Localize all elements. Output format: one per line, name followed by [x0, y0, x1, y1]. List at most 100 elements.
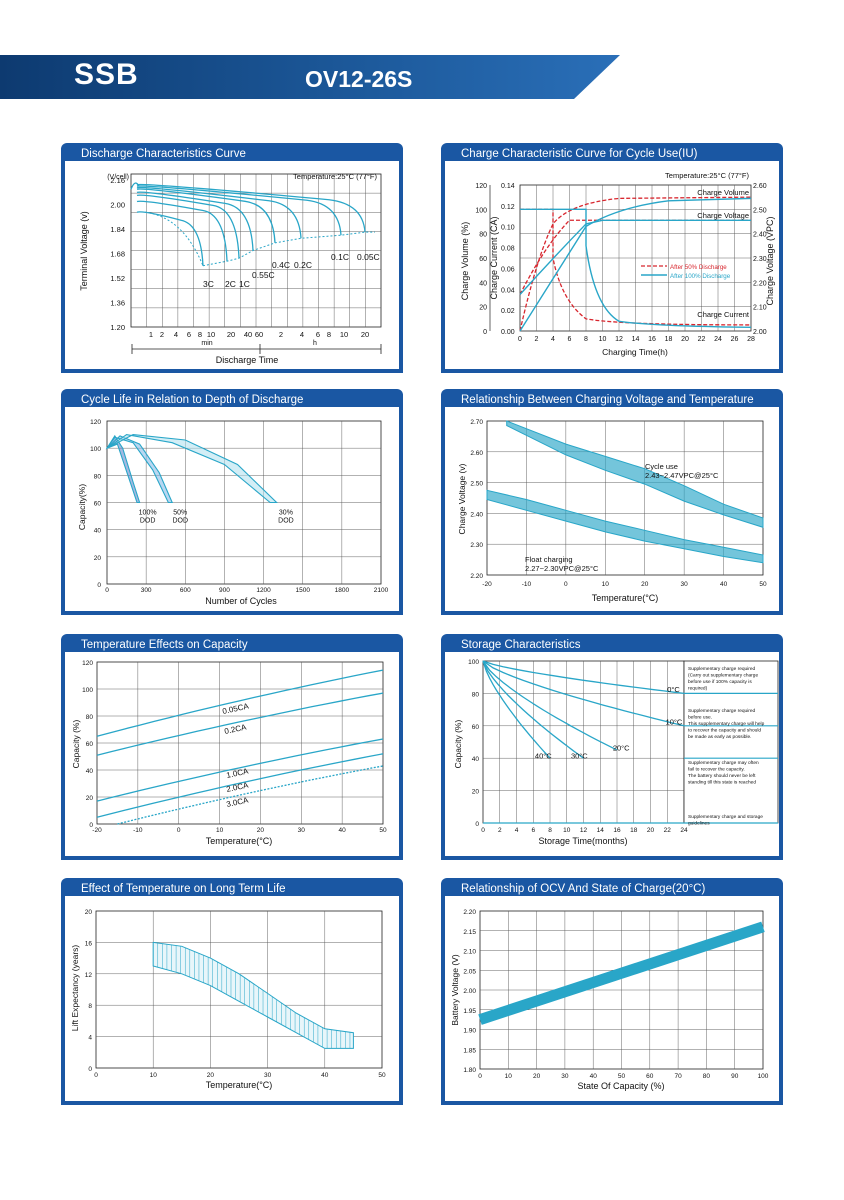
dod-band-2: [106, 434, 278, 504]
x-tick-label: 10: [340, 330, 348, 339]
discharge-curve-0.55C: [136, 191, 254, 251]
x-tick-label: 900: [219, 587, 230, 594]
x-tick-label: 8: [584, 336, 588, 343]
x-tick-label: -20: [482, 581, 492, 588]
dod-band-0: [105, 434, 141, 504]
x-tick-label: 28: [747, 336, 755, 343]
y-tick-label: 2.15: [463, 929, 476, 936]
panel-body: 0 10 20 30 40 50 60 70 80 90 100 1.80 1.85 1.90 1.95 2.…: [445, 896, 779, 1101]
x-tick-label: 16: [648, 336, 656, 343]
x-unit-h: h: [313, 340, 317, 347]
x-tick-label: 10: [150, 1072, 158, 1079]
note-text: be made as early as possible.: [688, 734, 751, 740]
ocv-band: [478, 921, 765, 1025]
chart-discharge: 2.16 2.00 1.84 1.68 1.52 1.36 1.20 (V/cell) Term…: [79, 172, 382, 365]
curve-label: 0.55C: [252, 270, 275, 280]
initial-voltage-curve: [130, 182, 140, 190]
x-tick-label: 30: [298, 827, 306, 834]
x-tick-label: 2: [160, 330, 164, 339]
panel-long-term-life: Effect of Temperature on Long Term Life …: [61, 878, 403, 1105]
y-tick-label: 0: [88, 1066, 92, 1073]
current-tick-label: 0.14: [501, 183, 515, 190]
x-tick-label: 50: [618, 1073, 626, 1080]
discharge-curve-0.4C: [136, 188, 276, 243]
x-tick-label: 0: [105, 587, 109, 594]
capacity-curve-0.05CA: [96, 669, 384, 737]
x-tick-label: 100: [758, 1073, 769, 1080]
y-axis-label: Capacity (%): [453, 720, 463, 769]
x-tick-label: 22: [664, 827, 672, 834]
x-tick-label: 0: [481, 827, 485, 834]
y-tick-label: 120: [90, 419, 101, 426]
band-label: 2.27~2.30VPC@25°C: [525, 564, 599, 573]
y-tick-label: 12: [85, 972, 93, 979]
note-text: Supplementary charge and storage: [688, 814, 763, 820]
y-tick-label: 2.20: [463, 909, 476, 916]
temperature-annotation: Temperature:25°C (77°F): [665, 171, 749, 180]
header-banner: [0, 55, 620, 99]
discharge-curve-2C: [136, 200, 228, 262]
volume-tick-label: 40: [479, 280, 487, 287]
x-tick-label: 40: [339, 827, 347, 834]
x-tick-label: 10: [207, 330, 215, 339]
panel-discharge: Discharge Characteristics Curve 2.16 2.00…: [61, 143, 403, 373]
x-tick-label: 20: [227, 330, 235, 339]
x-tick-label: 80: [703, 1073, 711, 1080]
curve-label: 0.05C: [357, 252, 380, 262]
x-tick-label: 10: [216, 827, 224, 834]
dod-label: 50%: [173, 509, 187, 516]
panel-body: 0 10 20 30 40 50 0 4 8 12 16 20 Temperature(°C) Lift …: [65, 896, 399, 1101]
band-label: Cycle use: [645, 462, 678, 471]
y-tick-label: 2.20: [470, 573, 483, 580]
dod-band-1: [106, 435, 174, 504]
note-text: fail to recover the capacity.: [688, 767, 745, 773]
y-tick-label: 2.70: [470, 419, 483, 426]
current-tick-label: 0.00: [501, 329, 515, 336]
x-axis-label: Charging Time(h): [602, 347, 668, 357]
x-tick-label: -10: [522, 581, 532, 588]
x-tick-label: 90: [731, 1073, 739, 1080]
volume-tick-label: 100: [475, 207, 487, 214]
x-tick-label: 2: [279, 330, 283, 339]
x-axis-label: State Of Capacity (%): [577, 1081, 664, 1091]
x-tick-label: 16: [613, 827, 621, 834]
panel-charge-curve: Charge Characteristic Curve for Cycle Us…: [441, 143, 783, 373]
y-tick-label: 2.50: [470, 481, 483, 488]
x-tick-label: 30: [561, 1073, 569, 1080]
y-tick-label: 0: [475, 821, 479, 828]
end-voltage-line: [144, 211, 204, 266]
volume-curve-50: [519, 196, 752, 332]
x-tick-label: 26: [731, 336, 739, 343]
note-text: Supplementary charge may often: [688, 760, 759, 766]
current-tick-label: 0.12: [501, 204, 515, 211]
note-text: before use if 100% capacity is: [688, 679, 752, 685]
y-tick-label: 2.30: [470, 542, 483, 549]
dod-label: DOD: [278, 517, 294, 524]
x-tick-label: 0: [177, 827, 181, 834]
temperature-annotation: Temperature:25°C (77°F): [293, 172, 377, 181]
y-tick-label: 4: [88, 1035, 92, 1042]
dod-label: 30%: [279, 509, 293, 516]
voltage-tick-label: 2.10: [753, 305, 767, 312]
capacity-curve-0.2CA: [96, 692, 384, 756]
discharge-curve-0.2C: [136, 186, 302, 239]
x-tick-label: 10: [602, 581, 610, 588]
y-axis-label: Charge Voltage (v): [457, 463, 467, 534]
brand-logo: SSB: [74, 58, 139, 91]
x-tick-label: 2: [535, 336, 539, 343]
curve-label: 0.1C: [331, 252, 349, 262]
x-tick-label: 30: [681, 581, 689, 588]
model-name: OV12-26S: [305, 66, 413, 92]
x-tick-label: 6: [568, 336, 572, 343]
x-tick-label: 40: [321, 1072, 329, 1079]
chart-long-term-life: 0 10 20 30 40 50048121620Temperature(°C)Lift …: [70, 909, 386, 1090]
storage-curve-20°C: [482, 660, 618, 751]
y-axis-label-current: Charge Current (CA): [489, 216, 499, 299]
x-tick-label: 20: [641, 581, 649, 588]
note-text: The battery should never be left: [688, 773, 756, 779]
x-axis-label: Discharge Time: [216, 355, 279, 365]
y-tick-label: 1.80: [463, 1067, 476, 1074]
panel-charging-voltage: Relationship Between Charging Voltage an…: [441, 389, 783, 615]
panel-cycle-life: Cycle Life in Relation to Depth of Disch…: [61, 389, 403, 615]
panel-title: Storage Characteristics: [461, 639, 581, 651]
